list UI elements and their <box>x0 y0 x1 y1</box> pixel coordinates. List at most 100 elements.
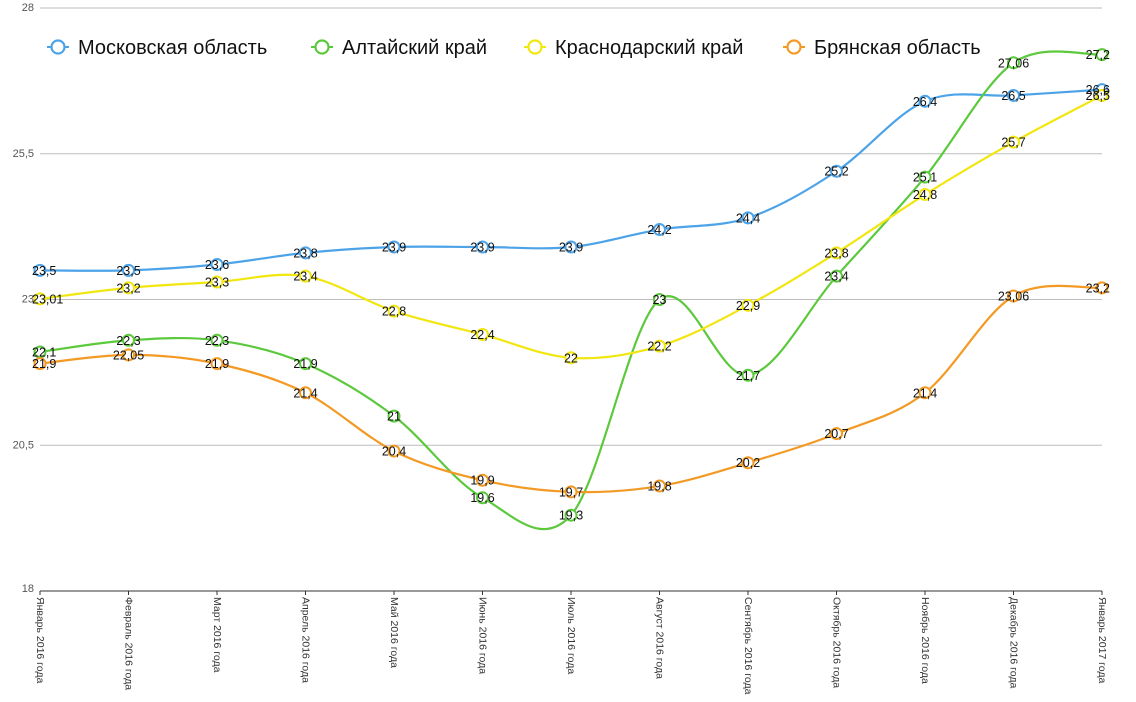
x-tick-label: Октябрь 2016 года <box>831 597 843 688</box>
data-point <box>918 94 932 108</box>
series-line <box>39 284 1103 494</box>
data-point <box>33 357 47 371</box>
legend-item: Краснодарский край <box>524 37 743 59</box>
y-tick-label: 20,5 <box>13 439 34 451</box>
data-point <box>476 240 489 254</box>
data-label: 22,9 <box>736 299 760 313</box>
data-point <box>122 333 135 347</box>
data-point <box>387 444 401 458</box>
data-label: 23 <box>653 293 667 307</box>
data-label: 21,9 <box>205 357 229 371</box>
data-label: 22,1 <box>32 345 56 359</box>
data-label: 23,9 <box>559 241 583 255</box>
data-label: 23,01 <box>32 292 63 306</box>
data-label: 23,2 <box>116 281 140 295</box>
data-label: 23,4 <box>293 270 317 284</box>
series-line <box>39 50 1103 531</box>
x-tick-label: Май 2016 года <box>388 597 400 668</box>
data-point <box>564 240 578 254</box>
data-label: 23,9 <box>470 241 494 255</box>
data-label: 25,2 <box>824 165 848 179</box>
legend-marker-icon <box>314 39 330 55</box>
data-point <box>387 409 401 423</box>
data-point <box>918 386 932 400</box>
data-label: 20,7 <box>824 427 848 441</box>
data-point <box>122 281 135 295</box>
legend-item: Алтайский край <box>311 37 487 59</box>
data-label: 21,4 <box>293 386 317 400</box>
data-point <box>741 456 755 470</box>
data-label: 26,6 <box>1086 83 1110 97</box>
x-tick-label: Июль 2016 года <box>565 597 577 674</box>
data-labels: 23,5 23,5 23,6 23,8 23,9 23,9 23,9 24,2 24,4 25,2… <box>32 48 1110 523</box>
data-point <box>830 427 843 441</box>
data-point <box>1095 281 1109 295</box>
legend-item: Брянская область <box>783 37 981 59</box>
data-label: 21,4 <box>913 386 937 400</box>
data-label: 19,3 <box>559 509 583 523</box>
legend-label: Московская область <box>78 37 267 59</box>
data-point <box>299 246 312 260</box>
data-point <box>476 473 489 487</box>
data-label: 22,3 <box>116 334 140 348</box>
data-label: 22,05 <box>113 348 144 362</box>
data-point <box>299 269 312 283</box>
x-tick-label: Декабрь 2016 года <box>1008 597 1020 688</box>
y-tick-label: 28 <box>22 2 34 14</box>
data-label: 22,2 <box>647 340 671 354</box>
data-point <box>830 164 843 178</box>
x-tick-label: Март 2016 года <box>211 597 223 673</box>
data-label: 19,7 <box>559 485 583 499</box>
data-label: 26,5 <box>1086 89 1110 103</box>
data-label: 26,4 <box>913 95 937 109</box>
legend-label: Алтайский край <box>342 37 487 59</box>
data-label: 27,06 <box>998 56 1029 70</box>
data-label: 20,4 <box>382 445 406 459</box>
data-label: 23,4 <box>824 270 848 284</box>
data-label: 24,8 <box>913 188 937 202</box>
data-label: 22,4 <box>470 328 494 342</box>
data-point <box>653 339 666 353</box>
x-tick-label: Февраль 2016 года <box>123 597 135 690</box>
data-point <box>1095 48 1109 62</box>
legend-item: Московская область <box>47 37 267 59</box>
x-tick-label: Июнь 2016 года <box>477 597 489 674</box>
x-tick-label: Август 2016 года <box>654 597 666 679</box>
data-point <box>830 269 843 283</box>
data-label: 19,6 <box>470 491 494 505</box>
data-point <box>741 368 755 382</box>
data-point <box>299 357 312 371</box>
legend-marker-icon <box>50 39 66 55</box>
data-label: 22 <box>564 351 578 365</box>
data-label: 24,4 <box>736 211 760 225</box>
data-label: 24,2 <box>647 223 671 237</box>
legend-marker-icon <box>786 39 802 55</box>
y-tick-label: 18 <box>22 583 34 595</box>
data-label: 25,1 <box>913 171 937 185</box>
data-point <box>299 386 312 400</box>
data-label: 22,3 <box>205 334 229 348</box>
data-point <box>918 170 932 184</box>
data-point <box>210 333 224 347</box>
data-label: 23,5 <box>116 264 140 278</box>
data-point <box>830 246 843 260</box>
data-point <box>387 304 401 318</box>
data-point <box>387 240 401 254</box>
data-point <box>564 485 578 499</box>
y-tick-label: 23 <box>22 294 34 306</box>
data-point <box>1095 88 1109 102</box>
data-label: 22,8 <box>382 305 406 319</box>
data-point <box>476 327 489 341</box>
data-point <box>1007 135 1020 149</box>
y-axis-ticks: 18 20,5 23 25,5 28 <box>13 2 34 595</box>
data-point <box>1007 88 1020 102</box>
data-label: 23,3 <box>205 276 229 290</box>
data-point <box>918 188 932 202</box>
data-label: 20,2 <box>736 456 760 470</box>
data-point <box>476 491 489 505</box>
data-label: 23,9 <box>382 241 406 255</box>
data-point <box>122 348 135 362</box>
x-tick-label: Апрель 2016 года <box>300 597 312 683</box>
